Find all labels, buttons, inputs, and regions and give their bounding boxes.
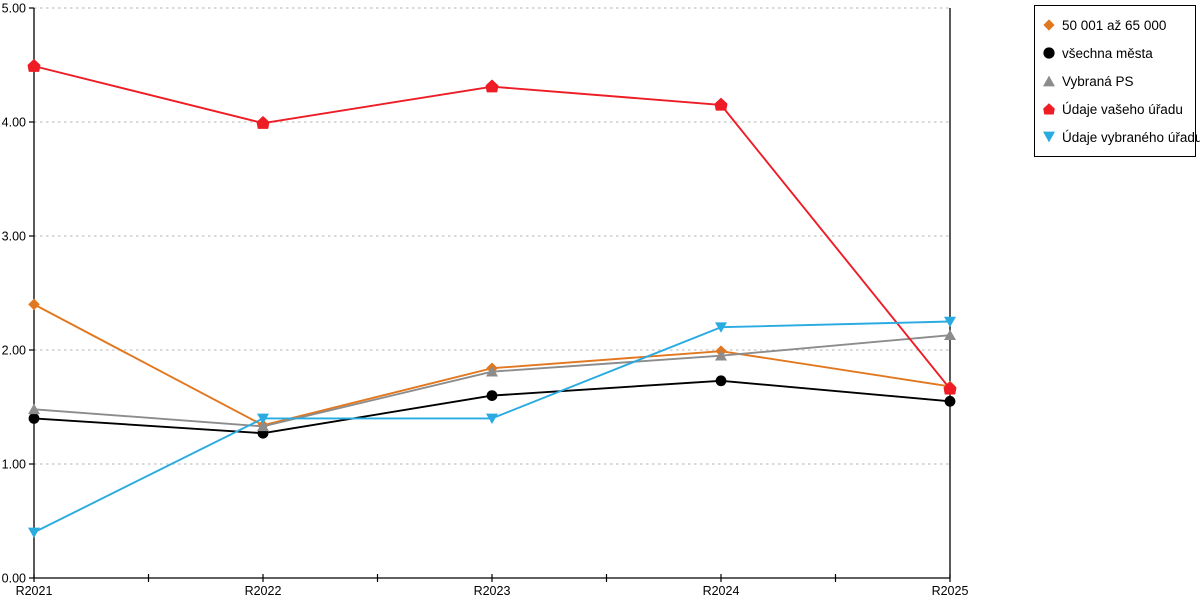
y-tick-label: 5.00 (2, 2, 26, 16)
pentagon-shape (1043, 103, 1055, 115)
x-tick-label: R2023 (474, 584, 511, 598)
x-tick-label: R2021 (16, 584, 53, 598)
marker-triangle-down (944, 316, 956, 328)
circle-shape (1043, 47, 1055, 59)
marker-circle (486, 390, 498, 401)
marker-triangle-up (944, 329, 956, 340)
marker-triangle-up (486, 366, 498, 377)
series-line-3 (33, 65, 951, 390)
marker-circle (28, 413, 40, 424)
marker-triangle-up (28, 403, 40, 415)
y-tick-label: 2.00 (2, 344, 26, 358)
marker-diamond (28, 298, 40, 311)
diamond-shape (1043, 19, 1055, 31)
triangle-down-shape (1043, 131, 1055, 143)
marker-pentagon (27, 59, 41, 72)
y-tick-label: 3.00 (2, 230, 26, 244)
marker-circle (944, 395, 956, 407)
chart-legend: 50 001 až 65 000 všechna města Vybraná P… (1034, 5, 1200, 157)
series-line-2 (33, 334, 951, 428)
marker-triangle-up (257, 420, 269, 432)
legend-item: všechna města (1042, 40, 1191, 66)
marker-pentagon (714, 97, 728, 111)
triangle-up-shape (1043, 75, 1055, 87)
y-tick-label: 1.00 (2, 458, 26, 472)
marker-pentagon (485, 79, 499, 93)
legend-item: Údaje vybraného úřadu (1042, 124, 1200, 150)
y-tick-label: 0.00 (2, 572, 26, 586)
x-tick-label: R2022 (245, 584, 282, 598)
triangle-down-marker-icon (1043, 131, 1055, 143)
legend-item: Údaje vašeho úřadu (1042, 96, 1191, 122)
marker-triangle-down (28, 527, 40, 538)
legend-item: 50 001 až 65 000 (1042, 12, 1191, 38)
legend-item: Vybraná PS (1042, 68, 1191, 94)
x-tick-label: R2025 (932, 584, 969, 598)
marker-triangle-down (486, 413, 498, 424)
marker-pentagon (256, 116, 270, 129)
marker-circle (715, 375, 727, 387)
marker-triangle-down (257, 413, 269, 424)
diamond-marker-icon (1043, 19, 1055, 31)
marker-triangle-up (715, 350, 727, 361)
circle-marker-icon (1043, 47, 1055, 59)
series-line-1 (33, 379, 951, 435)
legend-label: Údaje vybraného úřadu (1062, 129, 1200, 145)
x-tick-label: R2024 (703, 584, 740, 598)
legend-label: 50 001 až 65 000 (1062, 17, 1167, 33)
marker-pentagon (943, 381, 957, 395)
y-tick-label: 4.00 (2, 116, 26, 130)
triangle-up-marker-icon (1043, 75, 1055, 87)
legend-label: Údaje vašeho úřadu (1062, 101, 1183, 117)
marker-triangle-down (715, 322, 727, 333)
legend-label: všechna města (1062, 45, 1153, 61)
legend-label: Vybraná PS (1062, 73, 1134, 89)
pentagon-marker-icon (1043, 103, 1055, 115)
